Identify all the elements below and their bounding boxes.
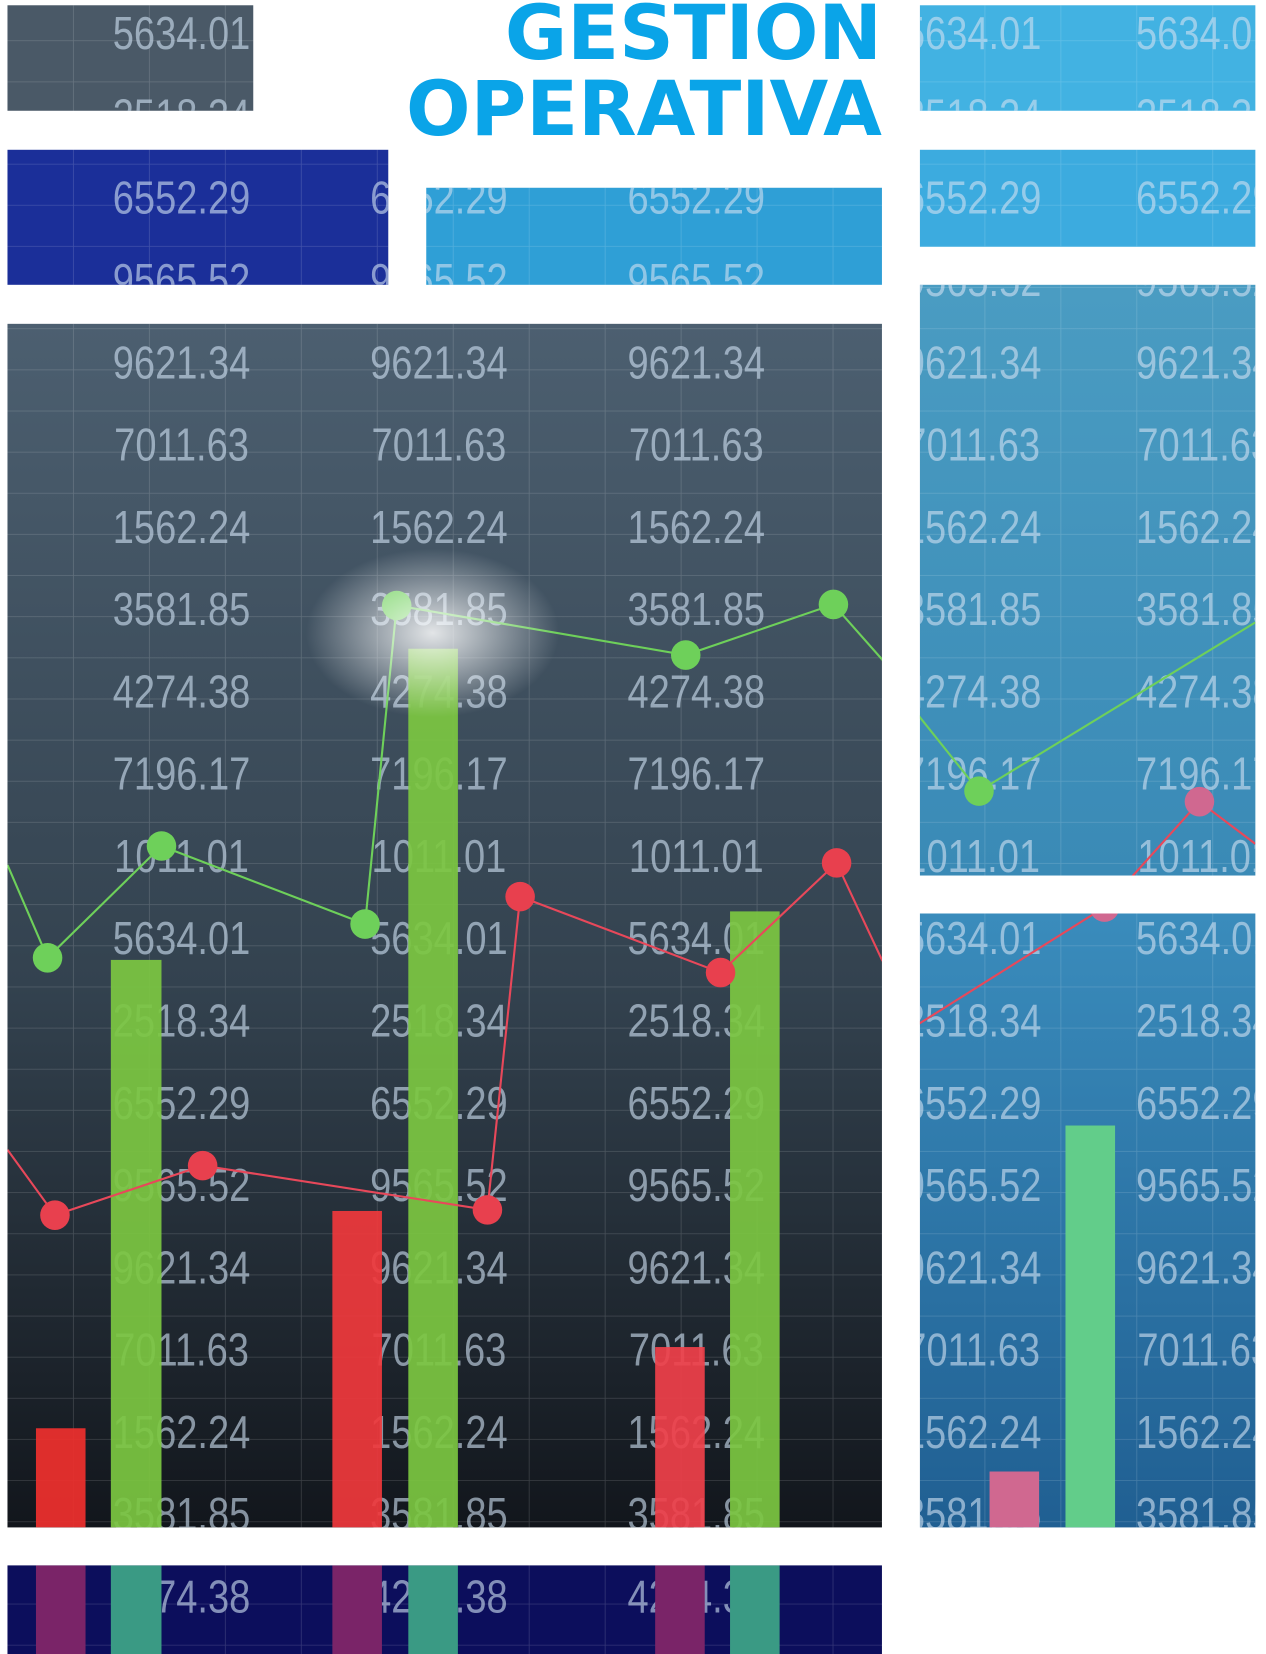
background-number: 1011.01 [905, 830, 1040, 881]
background-number: 2518.34 [904, 90, 1042, 141]
background-number: 9621.34 [1136, 1242, 1266, 1293]
background-number: 4274.38 [1136, 1571, 1266, 1622]
background-number: 9621.34 [1136, 337, 1266, 388]
glow [306, 549, 559, 718]
background-number: 6552.29 [370, 172, 508, 223]
background-number: 4274.38 [904, 666, 1042, 717]
background-number: 1562.24 [904, 1406, 1042, 1457]
page: 5634.01 5634.01 5634.01 5634.01 5634.01 2518.… [0, 0, 1266, 1654]
background-number: 5634.01 [113, 913, 251, 964]
bar [730, 1565, 780, 1654]
background-number: 2518.34 [113, 90, 251, 141]
background-number: 5634.01 [1136, 8, 1266, 59]
background-number: 1562.24 [1136, 1406, 1266, 1457]
bar [111, 1565, 162, 1654]
bar [655, 1565, 705, 1654]
background-number: 9565.52 [1136, 254, 1266, 305]
background-number: 9621.34 [904, 1242, 1042, 1293]
background-number: 7011.63 [905, 419, 1040, 470]
background-number: 5634.01 [370, 8, 508, 59]
bar [111, 960, 162, 1528]
background-number: 7011.63 [114, 419, 249, 470]
background-number: 6552.29 [628, 172, 766, 223]
background-number: 1562.24 [370, 501, 508, 552]
background-number: 1562.24 [113, 501, 251, 552]
bar [408, 1565, 458, 1654]
background-number: 7011.63 [1137, 419, 1266, 470]
background-number: 3581.85 [113, 584, 251, 635]
bar [36, 1428, 86, 1527]
background-number: 4274.38 [904, 1571, 1042, 1622]
background-number: 2518.34 [1136, 995, 1266, 1046]
background-number: 6552.29 [113, 172, 251, 223]
background-number: 1562.24 [1136, 501, 1266, 552]
background-number: 9621.34 [628, 337, 766, 388]
background-number: 1011.01 [629, 830, 764, 881]
bar [332, 1565, 382, 1654]
bar [1065, 1126, 1115, 1528]
background-number: 6552.29 [904, 172, 1042, 223]
bar [332, 1211, 382, 1527]
background-number: 6552.29 [904, 1077, 1042, 1128]
title-line: OPERATIVA [406, 65, 882, 153]
background-number: 1011.01 [114, 830, 249, 881]
background-number: 4274.38 [113, 666, 251, 717]
background-number: 5634.01 [113, 8, 251, 59]
background-number: 2518.34 [1136, 90, 1266, 141]
background-number: 9565.52 [904, 254, 1042, 305]
background-number: 6552.29 [1136, 172, 1266, 223]
background-number: 9565.52 [113, 254, 251, 305]
background-number: 1562.24 [904, 501, 1042, 552]
background-number: 7011.63 [905, 1324, 1040, 1375]
bar [408, 649, 458, 1528]
background-number: 4274.38 [1136, 666, 1266, 717]
background-number: 9621.34 [904, 337, 1042, 388]
background-number: 5634.01 [1136, 913, 1266, 964]
background-number: 9565.52 [628, 254, 766, 305]
background-number: 5634.01 [904, 913, 1042, 964]
background-number: 3581.85 [628, 584, 766, 635]
background-number: 7011.63 [629, 419, 764, 470]
background-number: 6552.29 [1136, 1077, 1266, 1128]
background-number: 9565.52 [904, 1160, 1042, 1211]
bar [990, 1472, 1040, 1528]
decor: 5634.01 5634.01 5634.01 5634.01 5634.01 2518.… [0, 0, 1266, 1654]
background-number: 3581.85 [904, 584, 1042, 635]
bar [655, 1347, 705, 1527]
background-number: 7196.17 [628, 748, 766, 799]
bar [730, 911, 780, 1527]
background-number: 9621.34 [370, 337, 508, 388]
background-number: 1562.24 [628, 501, 766, 552]
background-number: 4274.38 [628, 666, 766, 717]
background-number: 5634.01 [904, 8, 1042, 59]
background-number: 7011.63 [1137, 1324, 1266, 1375]
background-number: 9565.52 [370, 254, 508, 305]
background-number: 9621.34 [113, 337, 251, 388]
background-number: 9565.52 [1136, 1160, 1266, 1211]
cover: 5634.01 5634.01 5634.01 5634.01 5634.01 2518.… [0, 0, 1266, 1654]
background-number: 7011.63 [372, 419, 507, 470]
background-number: 7196.17 [113, 748, 251, 799]
bar [36, 1565, 86, 1654]
background-number: 3581.85 [1136, 1489, 1266, 1540]
